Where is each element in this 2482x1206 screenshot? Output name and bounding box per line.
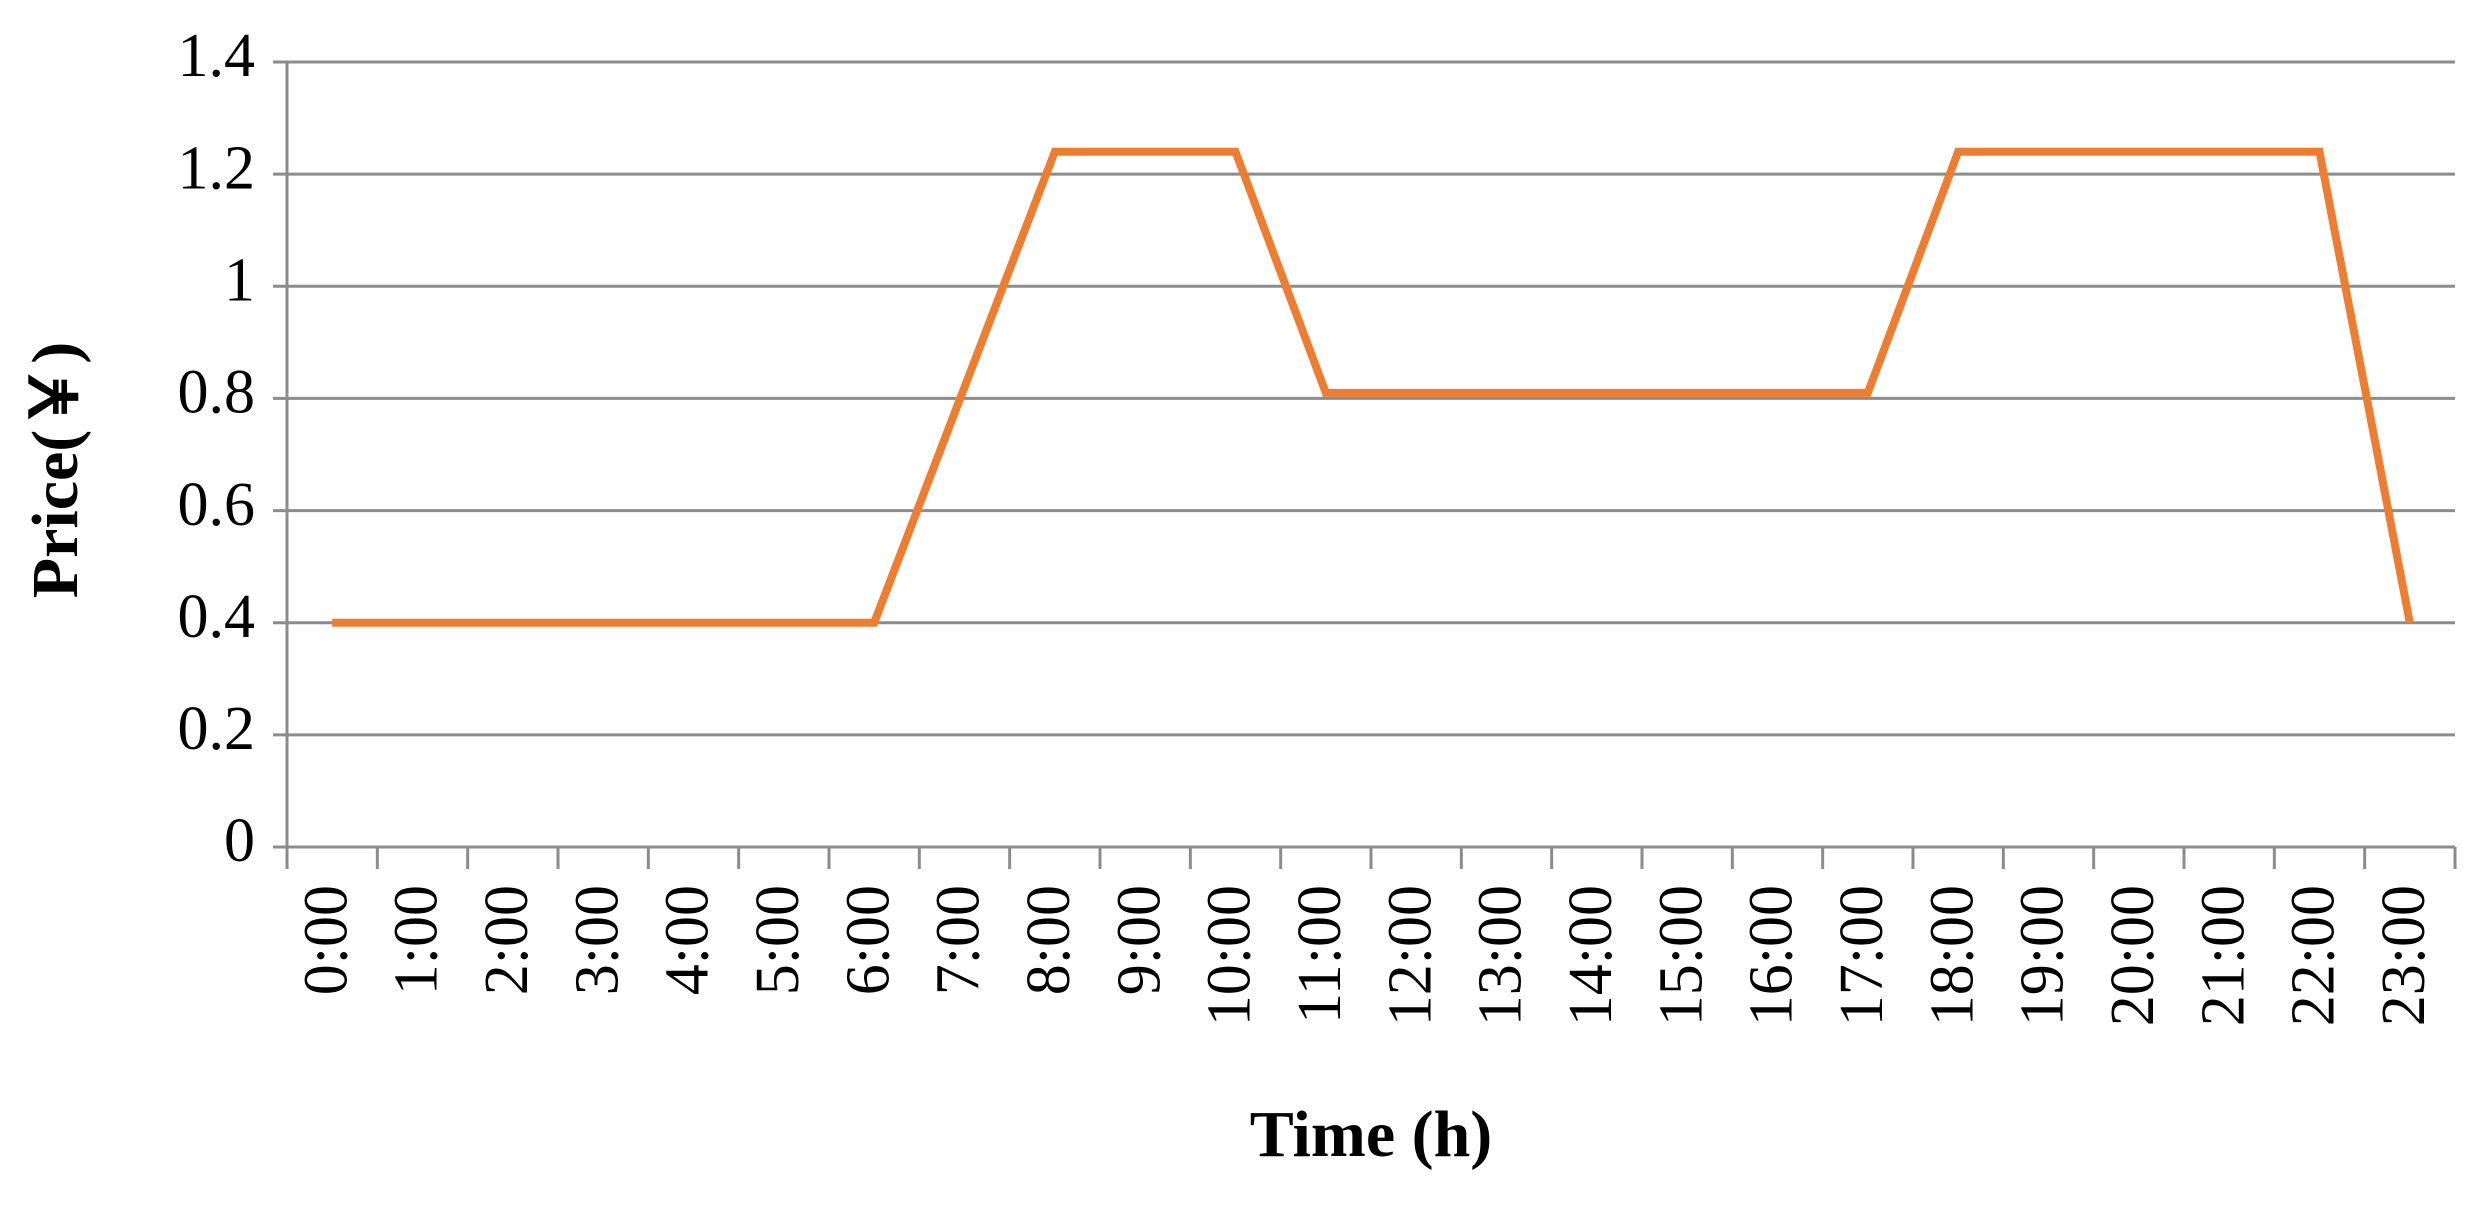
y-axis-title: Price(￥)	[19, 342, 92, 599]
x-tick-label: 23:00	[2370, 885, 2438, 1026]
x-tick-label: 10:00	[1196, 885, 1264, 1026]
x-tick-label: 9:00	[1105, 885, 1173, 995]
y-tick-label: 0.4	[178, 583, 256, 651]
x-tick-label: 18:00	[1918, 885, 1986, 1026]
x-tick-label: 5:00	[744, 885, 812, 995]
y-tick-label: 1	[224, 247, 255, 315]
y-tick-label: 0.8	[178, 359, 256, 427]
data-line	[332, 147, 2414, 627]
y-tick-label: 0.6	[178, 471, 256, 539]
x-tick-label: 11:00	[1286, 885, 1354, 1024]
x-tick-label: 3:00	[563, 885, 631, 995]
x-tick-label: 8:00	[1015, 885, 1083, 995]
y-tick-label: 1.2	[178, 134, 256, 202]
x-axis-title: Time (h)	[1250, 1098, 1493, 1171]
x-tick-label: 7:00	[925, 885, 993, 995]
x-tick-label: 19:00	[2009, 885, 2077, 1026]
x-tick-label: 1:00	[383, 885, 451, 995]
x-tick-label: 21:00	[2189, 885, 2257, 1026]
y-tick-label: 1.4	[178, 22, 256, 90]
x-tick-label: 14:00	[1557, 885, 1625, 1026]
x-tick-label: 17:00	[1828, 885, 1896, 1026]
x-tick-label: 15:00	[1647, 885, 1715, 1026]
y-tick-label: 0.2	[178, 695, 256, 763]
x-tick-label: 0:00	[292, 885, 360, 995]
x-tick-label: 2:00	[473, 885, 541, 995]
x-tick-label: 12:00	[1376, 885, 1444, 1026]
x-tick-label: 22:00	[2280, 885, 2348, 1026]
x-tick-label: 4:00	[654, 885, 722, 995]
x-tick-label: 6:00	[834, 885, 902, 995]
x-tick-label: 20:00	[2099, 885, 2167, 1026]
y-tick-label: 0	[224, 807, 255, 875]
x-tick-label: 16:00	[1738, 885, 1806, 1026]
x-tick-label: 13:00	[1467, 885, 1535, 1026]
